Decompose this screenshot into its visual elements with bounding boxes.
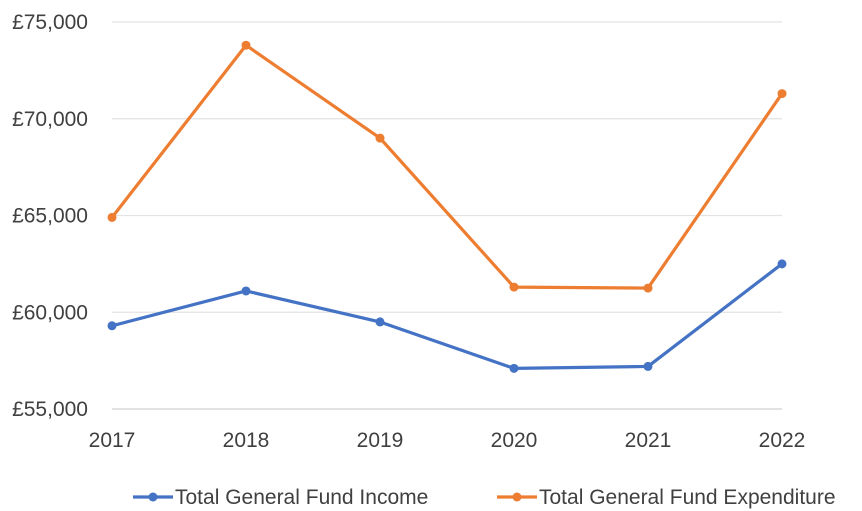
- x-tick-label: 2022: [759, 429, 806, 452]
- legend-label: Total General Fund Income: [175, 486, 428, 509]
- data-point-income: [375, 317, 385, 327]
- x-tick-label: 2017: [89, 429, 136, 452]
- legend-swatch-marker: [512, 492, 522, 502]
- data-point-income: [107, 321, 117, 331]
- series-group: [107, 40, 787, 373]
- y-tick-label: £65,000: [12, 205, 88, 228]
- x-axis-ticks: 2017 2018 2019 2020 2021 2022: [89, 429, 806, 452]
- x-tick-label: 2020: [491, 429, 538, 452]
- y-tick-label: £60,000: [12, 301, 88, 324]
- x-tick-label: 2021: [625, 429, 672, 452]
- data-point-income: [509, 363, 519, 373]
- x-tick-label: 2018: [223, 429, 270, 452]
- data-point-income: [643, 361, 653, 371]
- y-axis-ticks: £55,000 £60,000 £65,000 £70,000 £75,000: [12, 11, 88, 421]
- data-point-expenditure: [241, 40, 251, 50]
- legend-swatch-marker: [148, 492, 158, 502]
- data-point-expenditure: [643, 283, 653, 293]
- legend-label: Total General Fund Expenditure: [539, 486, 836, 509]
- series-line-expenditure: [110, 43, 784, 290]
- gridlines: [112, 21, 782, 313]
- data-point-expenditure: [107, 212, 117, 222]
- x-tick-label: 2019: [357, 429, 404, 452]
- y-tick-label: £70,000: [12, 108, 88, 131]
- data-point-expenditure: [375, 133, 385, 143]
- y-tick-label: £75,000: [12, 11, 88, 34]
- legend: Total General Fund Income Total General F…: [133, 486, 836, 509]
- y-tick-label: £55,000: [12, 398, 88, 421]
- data-point-expenditure: [509, 282, 519, 292]
- data-point-expenditure: [777, 89, 787, 99]
- series-line-income: [110, 262, 784, 370]
- data-point-income: [777, 259, 787, 269]
- data-point-income: [241, 286, 251, 296]
